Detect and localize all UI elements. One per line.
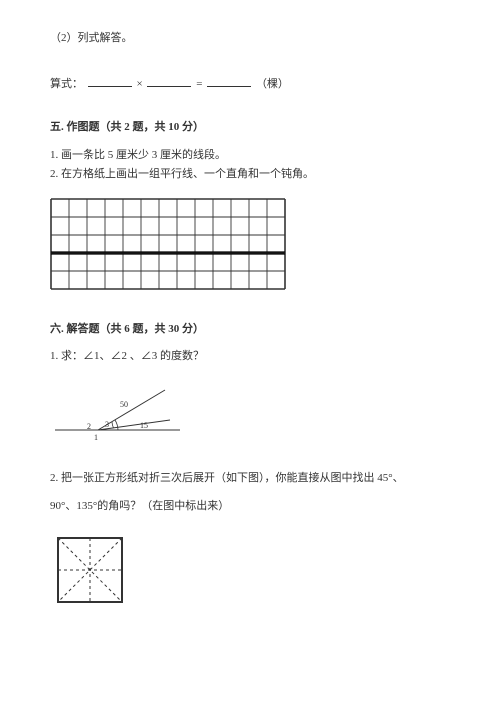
section6-q1: 1. 求：∠1、∠2 、∠3 的度数？	[50, 348, 450, 366]
formula-eq: =	[196, 78, 202, 90]
square-svg	[50, 530, 130, 610]
grid-figure	[50, 198, 450, 301]
section5-title: 五. 作图题（共 2 题，共 10 分）	[50, 119, 450, 137]
blank-3	[207, 74, 251, 87]
page-container: （2）列式解答。 算式： × = （棵） 五. 作图题（共 2 题，共 10 分…	[0, 0, 500, 658]
formula-op: ×	[137, 78, 143, 90]
angle-label-1: 1	[94, 433, 98, 442]
angle-label-15: 15	[140, 421, 148, 430]
angle-figure: 50 15 2 3 1	[50, 380, 450, 459]
angle-label-3: 3	[105, 420, 109, 429]
section6-title: 六. 解答题（共 6 题，共 30 分）	[50, 321, 450, 339]
formula-unit: （棵）	[256, 78, 289, 90]
question-2-prefix: （2）列式解答。	[50, 30, 450, 48]
blank-1	[88, 74, 132, 87]
section6-q2b: 90°、135°的角吗？（在图中标出来）	[50, 498, 450, 516]
square-figure	[50, 530, 450, 617]
blank-2	[147, 74, 191, 87]
section5-q1: 1. 画一条比 5 厘米少 3 厘米的线段。	[50, 147, 450, 165]
formula-label: 算式：	[50, 78, 83, 90]
angle-label-2: 2	[87, 422, 91, 431]
formula-line: 算式： × = （棵）	[50, 74, 450, 94]
grid-svg	[50, 198, 290, 294]
section5-q2: 2. 在方格纸上画出一组平行线、一个直角和一个钝角。	[50, 166, 450, 184]
angle-label-50: 50	[120, 400, 128, 409]
section6-q2a: 2. 把一张正方形纸对折三次后展开（如下图），你能直接从图中找出 45°、	[50, 470, 450, 488]
angle-svg: 50 15 2 3 1	[50, 380, 190, 452]
